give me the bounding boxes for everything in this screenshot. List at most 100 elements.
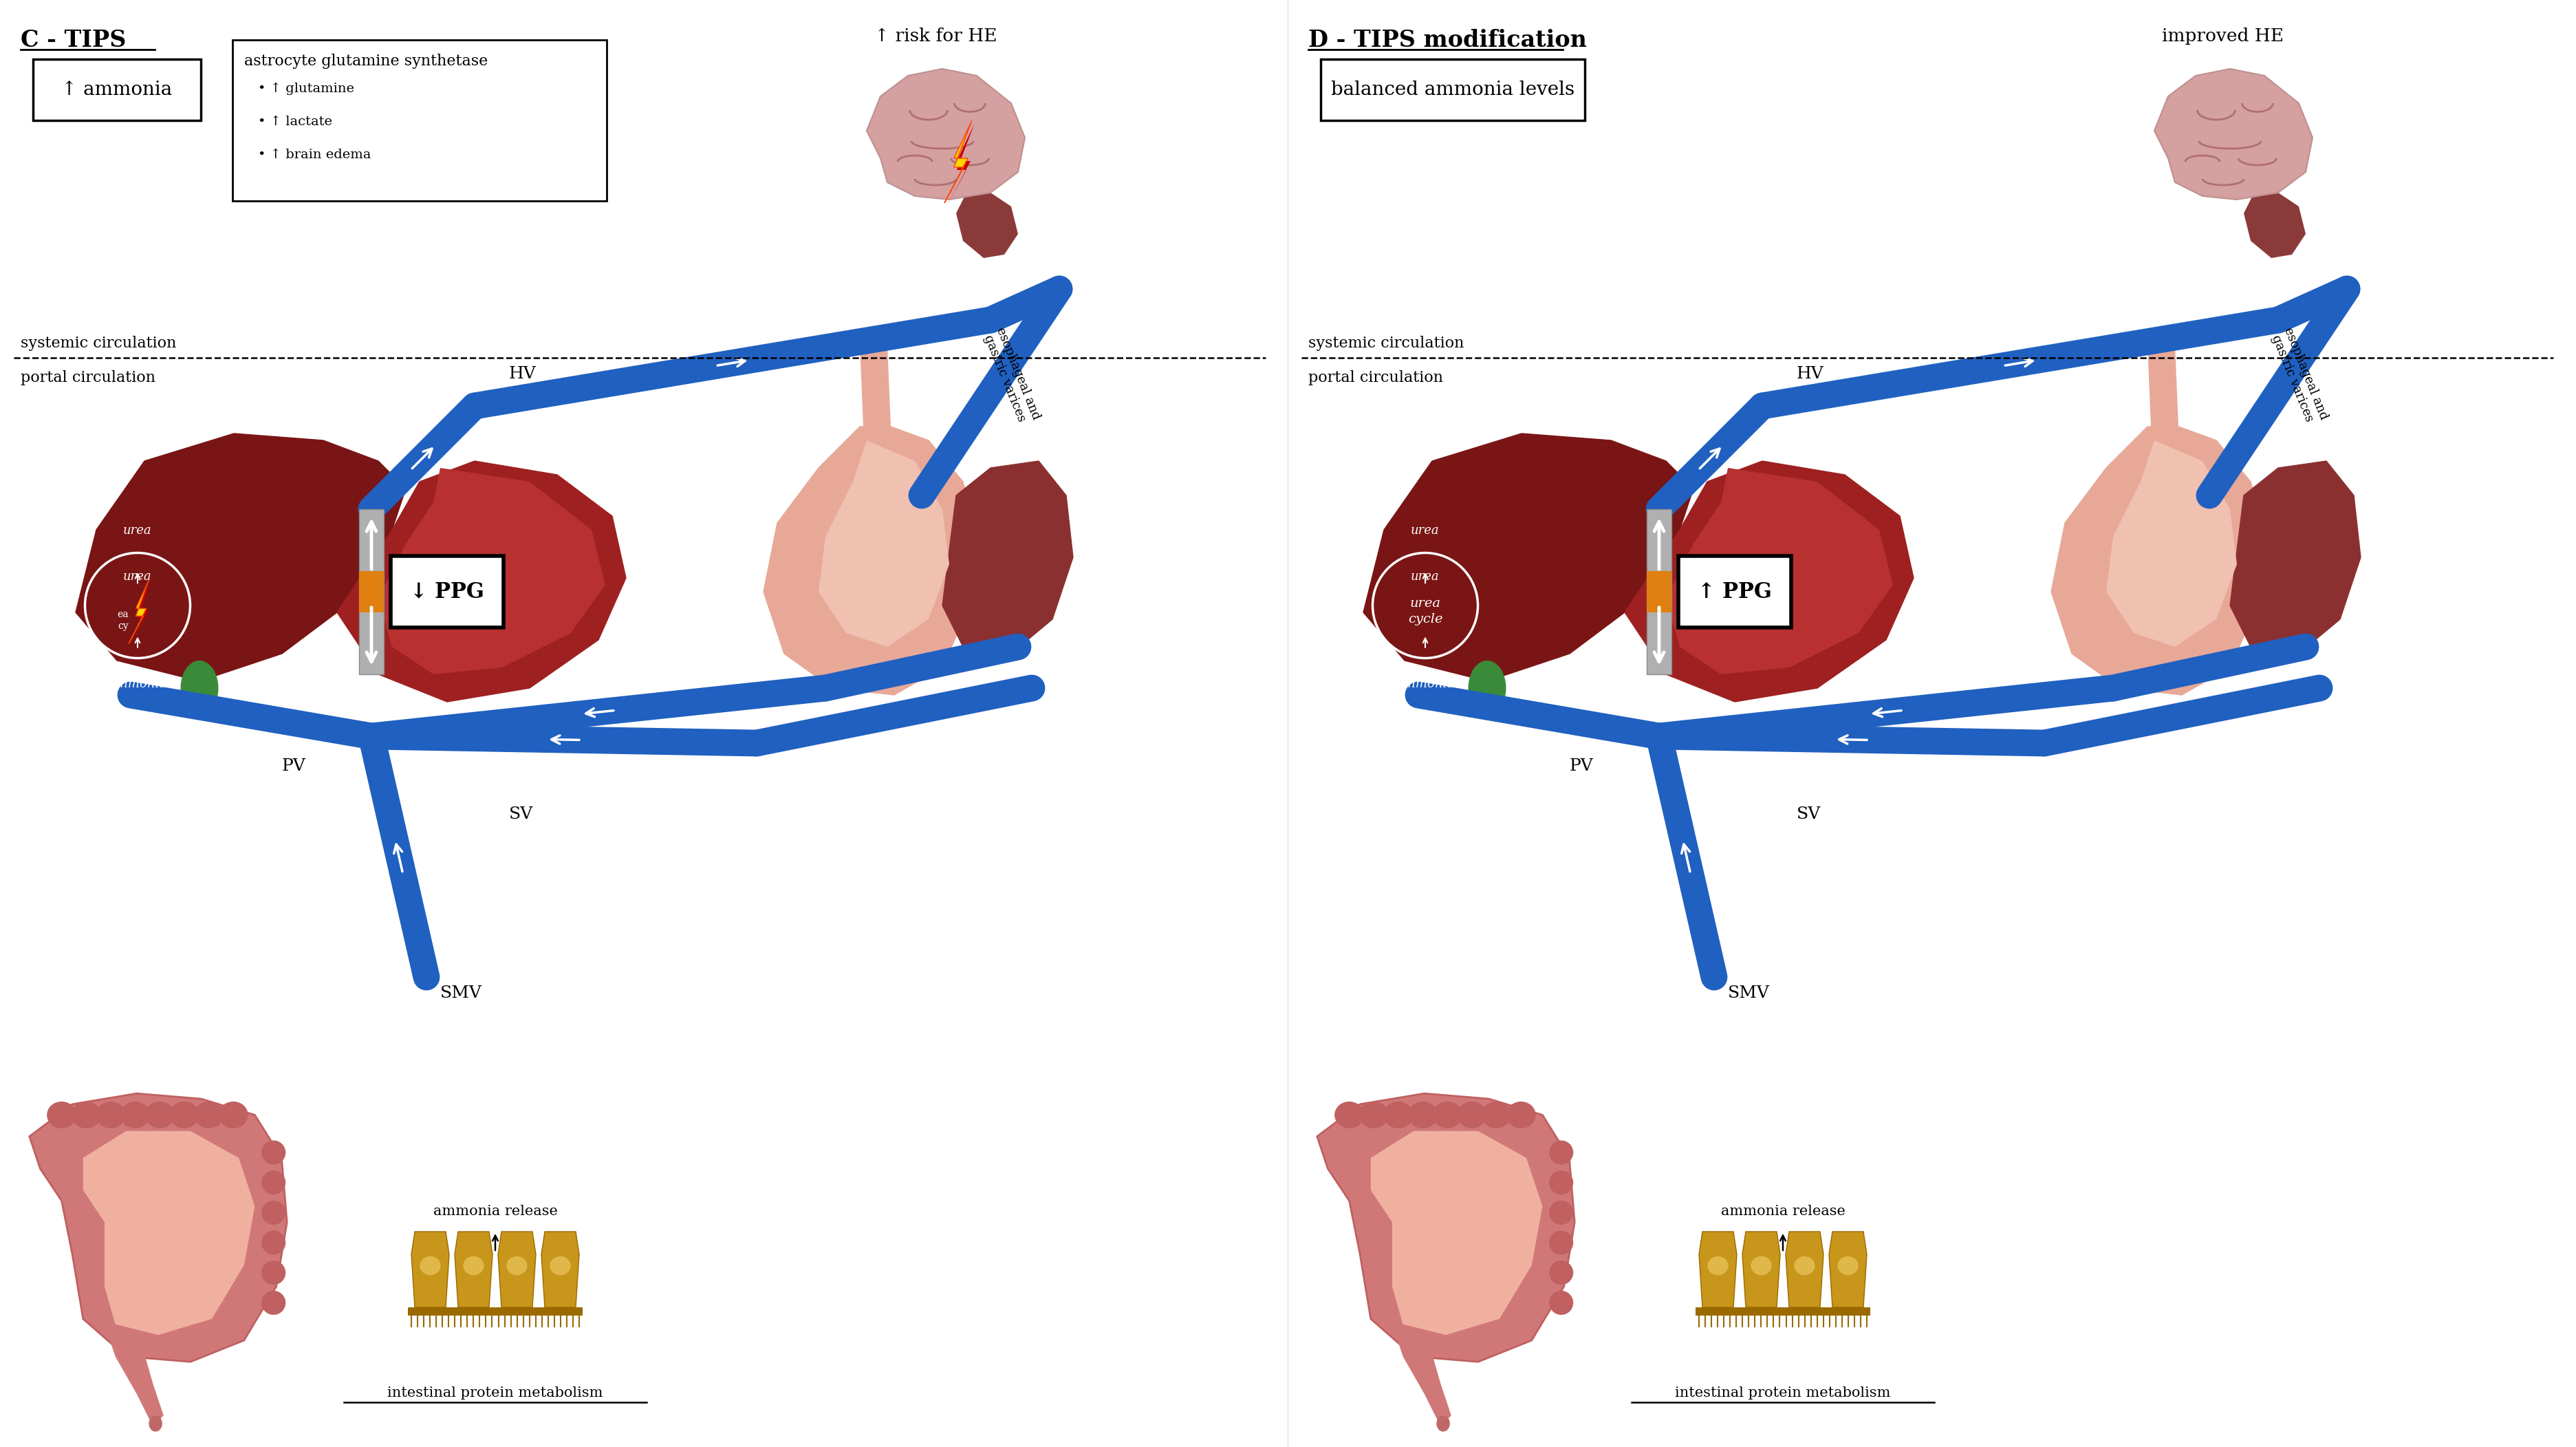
Polygon shape bbox=[1829, 1231, 1868, 1307]
Text: • ↑ glutamine: • ↑ glutamine bbox=[258, 82, 355, 96]
Text: systemic circulation: systemic circulation bbox=[21, 336, 175, 352]
Text: ammonia: ammonia bbox=[108, 677, 167, 690]
Text: urea: urea bbox=[1412, 524, 1440, 537]
Text: HV: HV bbox=[510, 366, 536, 382]
Bar bbox=[358, 509, 384, 674]
Text: balanced ammonia levels: balanced ammonia levels bbox=[1332, 80, 1574, 98]
Ellipse shape bbox=[1507, 1101, 1535, 1129]
Bar bbox=[1646, 572, 1672, 612]
Polygon shape bbox=[945, 120, 971, 203]
Ellipse shape bbox=[46, 1101, 77, 1129]
Text: ammonia: ammonia bbox=[1396, 677, 1453, 690]
Polygon shape bbox=[1667, 467, 1893, 674]
Polygon shape bbox=[1391, 1324, 1450, 1427]
Ellipse shape bbox=[1793, 1256, 1816, 1275]
Polygon shape bbox=[2244, 185, 2306, 258]
Text: portal circulation: portal circulation bbox=[1309, 370, 1443, 385]
Polygon shape bbox=[28, 1094, 286, 1362]
Polygon shape bbox=[2107, 440, 2236, 647]
Ellipse shape bbox=[507, 1256, 528, 1275]
Text: systemic circulation: systemic circulation bbox=[1309, 336, 1463, 352]
Ellipse shape bbox=[263, 1201, 286, 1224]
Text: urea: urea bbox=[124, 524, 152, 537]
Text: esophageal and
gastric varices: esophageal and gastric varices bbox=[2267, 326, 2329, 427]
Polygon shape bbox=[1741, 1231, 1780, 1307]
Text: SV: SV bbox=[510, 806, 533, 822]
Ellipse shape bbox=[1708, 1256, 1728, 1275]
Ellipse shape bbox=[1334, 1101, 1365, 1129]
Polygon shape bbox=[379, 467, 605, 674]
Ellipse shape bbox=[420, 1256, 440, 1275]
Text: ammonia release: ammonia release bbox=[1721, 1205, 1844, 1218]
Text: C - TIPS: C - TIPS bbox=[21, 29, 126, 52]
Polygon shape bbox=[497, 1231, 536, 1307]
Text: ↑ risk for HE: ↑ risk for HE bbox=[873, 27, 997, 45]
Text: D - TIPS modification: D - TIPS modification bbox=[1309, 29, 1587, 52]
Text: SV: SV bbox=[1795, 806, 1821, 822]
Ellipse shape bbox=[549, 1256, 572, 1275]
Ellipse shape bbox=[1458, 1101, 1486, 1129]
Ellipse shape bbox=[263, 1230, 286, 1255]
Ellipse shape bbox=[263, 1291, 286, 1315]
Polygon shape bbox=[762, 427, 976, 695]
Ellipse shape bbox=[95, 1101, 126, 1129]
Text: SMV: SMV bbox=[440, 985, 482, 1001]
Text: ea: ea bbox=[118, 609, 129, 619]
Ellipse shape bbox=[1548, 1291, 1574, 1315]
Ellipse shape bbox=[170, 1101, 198, 1129]
Ellipse shape bbox=[144, 1101, 175, 1129]
Polygon shape bbox=[541, 1231, 580, 1307]
Polygon shape bbox=[943, 462, 1074, 654]
Text: cy: cy bbox=[118, 621, 129, 631]
Ellipse shape bbox=[263, 1171, 286, 1195]
Polygon shape bbox=[1363, 434, 1692, 682]
Text: intestinal protein metabolism: intestinal protein metabolism bbox=[1674, 1386, 1891, 1399]
Ellipse shape bbox=[1432, 1101, 1463, 1129]
Polygon shape bbox=[2050, 427, 2264, 695]
Polygon shape bbox=[2148, 344, 2179, 427]
FancyBboxPatch shape bbox=[33, 59, 201, 120]
Polygon shape bbox=[2231, 462, 2360, 654]
Text: improved HE: improved HE bbox=[2161, 27, 2285, 45]
Bar bbox=[407, 1307, 582, 1315]
Bar bbox=[1646, 509, 1672, 674]
Text: • ↑ brain edema: • ↑ brain edema bbox=[258, 149, 371, 161]
Ellipse shape bbox=[1837, 1256, 1857, 1275]
Text: ammonia release: ammonia release bbox=[433, 1205, 556, 1218]
Polygon shape bbox=[412, 1231, 448, 1307]
Polygon shape bbox=[2154, 69, 2313, 200]
Ellipse shape bbox=[1548, 1230, 1574, 1255]
Ellipse shape bbox=[1360, 1101, 1388, 1129]
Text: intestinal protein metabolism: intestinal protein metabolism bbox=[386, 1386, 603, 1399]
FancyBboxPatch shape bbox=[1321, 59, 1584, 120]
Ellipse shape bbox=[149, 1415, 162, 1431]
Text: urea
cycle: urea cycle bbox=[1409, 598, 1443, 625]
Text: portal circulation: portal circulation bbox=[21, 370, 155, 385]
Polygon shape bbox=[866, 69, 1025, 200]
Text: HV: HV bbox=[1795, 366, 1824, 382]
Polygon shape bbox=[956, 185, 1018, 258]
Polygon shape bbox=[819, 440, 948, 647]
Ellipse shape bbox=[1548, 1171, 1574, 1195]
Text: urea: urea bbox=[124, 570, 152, 583]
Ellipse shape bbox=[1468, 660, 1507, 716]
FancyBboxPatch shape bbox=[232, 41, 608, 201]
Ellipse shape bbox=[464, 1256, 484, 1275]
Ellipse shape bbox=[1548, 1201, 1574, 1224]
Bar bbox=[1695, 1307, 1870, 1315]
Ellipse shape bbox=[1437, 1415, 1450, 1431]
Ellipse shape bbox=[121, 1101, 149, 1129]
Polygon shape bbox=[129, 579, 149, 644]
Ellipse shape bbox=[1481, 1101, 1512, 1129]
Polygon shape bbox=[82, 1132, 255, 1336]
Text: astrocyte glutamine synthetase: astrocyte glutamine synthetase bbox=[245, 54, 487, 69]
Ellipse shape bbox=[263, 1140, 286, 1165]
Text: ↑ PPG: ↑ PPG bbox=[1698, 582, 1772, 602]
FancyBboxPatch shape bbox=[1680, 556, 1790, 628]
Polygon shape bbox=[456, 1231, 492, 1307]
Ellipse shape bbox=[1409, 1101, 1437, 1129]
Polygon shape bbox=[337, 462, 626, 702]
Ellipse shape bbox=[1752, 1256, 1772, 1275]
Text: ↓ PPG: ↓ PPG bbox=[410, 582, 484, 602]
Ellipse shape bbox=[180, 660, 219, 716]
